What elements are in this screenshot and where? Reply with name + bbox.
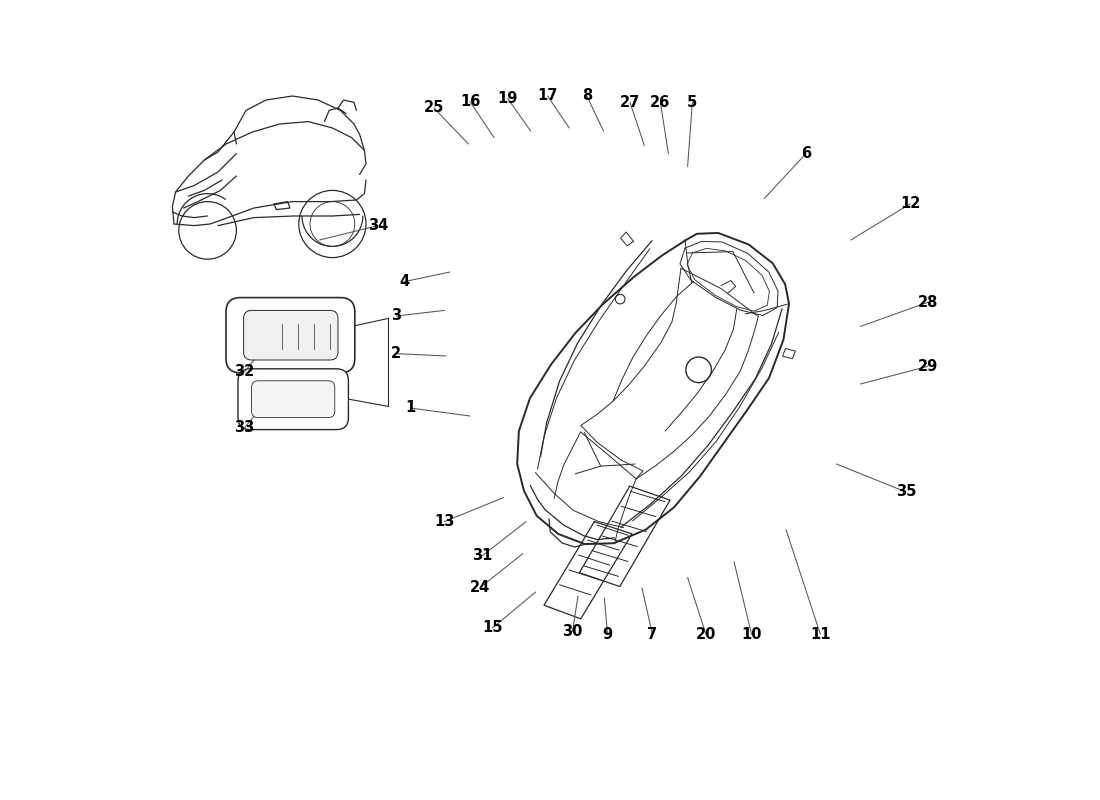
Text: 1: 1 [405, 401, 415, 415]
Text: 3: 3 [392, 309, 402, 323]
Text: 15: 15 [482, 621, 503, 635]
Text: 17: 17 [538, 89, 558, 103]
Text: 16: 16 [460, 94, 481, 109]
Text: 33: 33 [234, 421, 254, 435]
Text: 4: 4 [399, 274, 409, 289]
Text: 20: 20 [696, 627, 716, 642]
Text: 19: 19 [497, 91, 518, 106]
Text: 2: 2 [392, 346, 402, 361]
Text: 29: 29 [917, 359, 937, 374]
Text: 35: 35 [895, 485, 916, 499]
Text: 25: 25 [424, 101, 444, 115]
FancyBboxPatch shape [252, 381, 334, 418]
Text: 8: 8 [582, 89, 592, 103]
FancyBboxPatch shape [243, 310, 338, 360]
Text: 13: 13 [434, 514, 454, 529]
Text: 27: 27 [620, 95, 640, 110]
Text: 9: 9 [603, 627, 613, 642]
FancyBboxPatch shape [226, 298, 355, 373]
FancyBboxPatch shape [238, 369, 349, 430]
Text: 28: 28 [917, 295, 938, 310]
Text: 7: 7 [647, 627, 658, 642]
Text: 12: 12 [900, 197, 921, 211]
Text: 34: 34 [367, 218, 388, 233]
Text: 26: 26 [650, 95, 671, 110]
Text: 32: 32 [234, 365, 254, 379]
Text: 11: 11 [810, 627, 830, 642]
Text: 31: 31 [472, 549, 492, 563]
Text: 30: 30 [562, 625, 583, 639]
Text: 24: 24 [470, 581, 490, 595]
Text: 6: 6 [801, 146, 811, 161]
Text: 10: 10 [741, 627, 762, 642]
Text: 5: 5 [688, 95, 697, 110]
